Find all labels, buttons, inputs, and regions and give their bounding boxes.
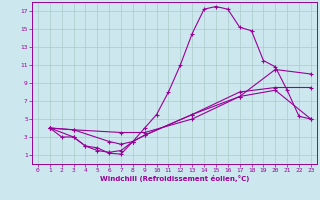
- X-axis label: Windchill (Refroidissement éolien,°C): Windchill (Refroidissement éolien,°C): [100, 175, 249, 182]
